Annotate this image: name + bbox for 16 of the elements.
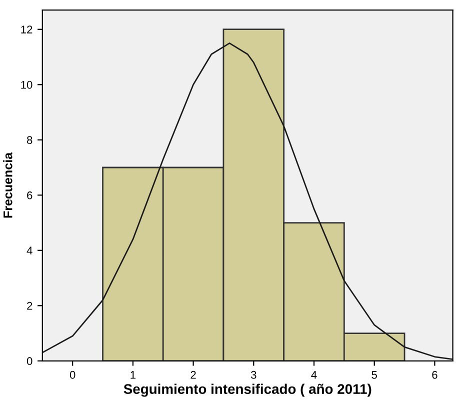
- x-tick-label: 0: [70, 370, 76, 379]
- y-tick-label: 8: [26, 136, 32, 144]
- x-tick-label: 4: [311, 371, 317, 379]
- x-tick-label: 1: [130, 371, 136, 379]
- y-axis-title: Frecuencia: [3, 152, 12, 218]
- y-tick-label: 6: [27, 191, 32, 200]
- x-axis-title: Seguimiento intensificado ( año 2011): [124, 384, 372, 397]
- y-tick-label: 2: [27, 302, 32, 310]
- y-tick-label: 12: [21, 26, 32, 34]
- x-tick-label: 5: [372, 371, 377, 379]
- x-tick-label: 6: [432, 370, 438, 379]
- x-tick-label: 3: [250, 370, 256, 379]
- y-tick-label: 10: [21, 80, 32, 89]
- x-tick-label: 2: [190, 370, 196, 379]
- y-tick-label: 0: [26, 357, 32, 366]
- y-tick-label: 4: [26, 246, 32, 254]
